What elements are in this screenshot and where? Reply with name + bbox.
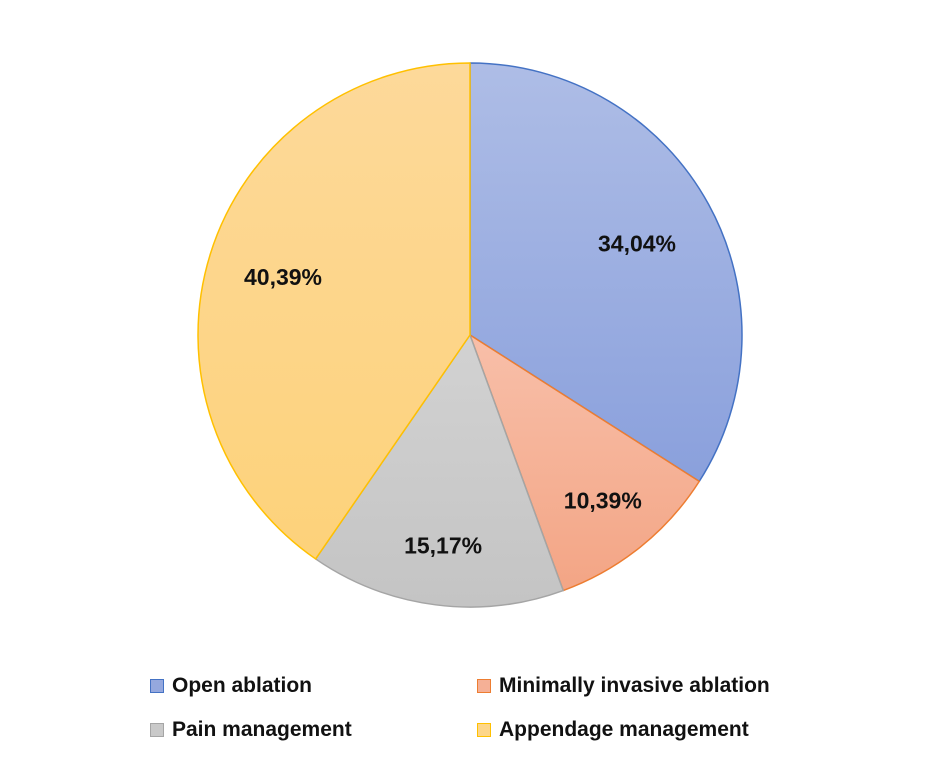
legend-item-pain-management: Pain management xyxy=(150,718,352,742)
legend-label-pain-management: Pain management xyxy=(172,718,352,741)
legend-label-open-ablation: Open ablation xyxy=(172,674,313,697)
chart-legend: Open ablation Minimally invasive ablatio… xyxy=(150,674,870,754)
legend-swatch-minimally-invasive-ablation xyxy=(477,679,491,693)
legend-item-open-ablation: Open ablation xyxy=(150,674,312,698)
legend-swatch-appendage-management xyxy=(477,723,491,737)
legend-swatch-pain-management xyxy=(150,723,164,737)
pie-data-labels: 34,04% 10,39% 15,17% 40,39% xyxy=(244,231,676,559)
legend-label-appendage-management: Appendage management xyxy=(499,718,749,741)
legend-item-appendage-management: Appendage management xyxy=(477,718,749,742)
data-label-open-ablation: 34,04% xyxy=(598,231,676,257)
legend-label-minimally-invasive-ablation: Minimally invasive ablation xyxy=(499,674,770,697)
legend-swatch-open-ablation xyxy=(150,679,164,693)
pie-slice-open-ablation xyxy=(469,62,743,483)
pie-slices xyxy=(197,62,743,608)
data-label-pain-management: 15,17% xyxy=(404,533,482,559)
pie-slice-pain-management xyxy=(314,334,564,608)
pie-slice-minimally-invasive-ablation xyxy=(469,334,701,592)
pie-slice-appendage-management xyxy=(197,62,471,560)
data-label-appendage-management: 40,39% xyxy=(244,264,322,290)
legend-item-minimally-invasive-ablation: Minimally invasive ablation xyxy=(477,674,770,698)
data-label-minimally-invasive-ablation: 10,39% xyxy=(564,488,642,514)
